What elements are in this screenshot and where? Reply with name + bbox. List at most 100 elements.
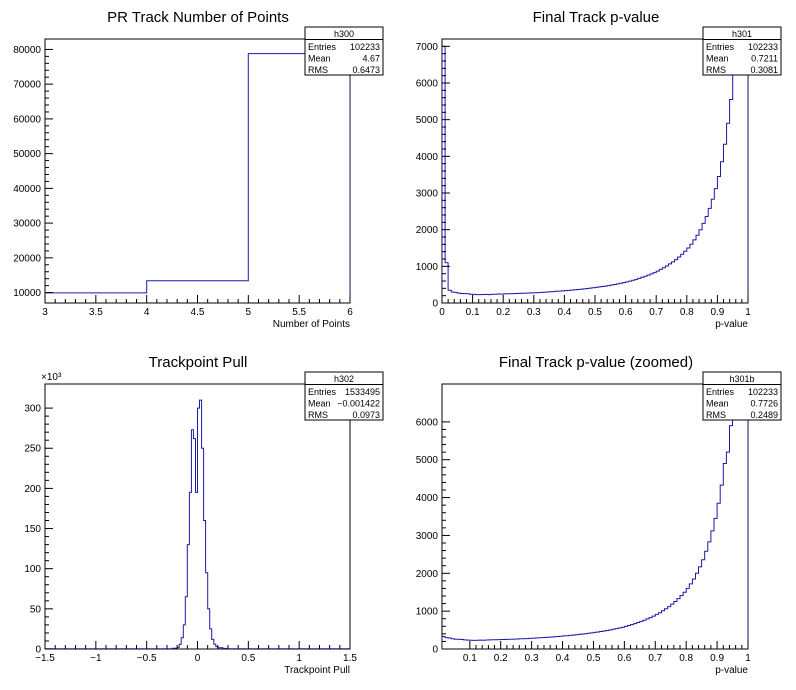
chart-1-stats-key: Mean: [308, 54, 331, 64]
chart-2-x-tick-label: 0.3: [527, 307, 541, 318]
chart-1-x-tick-label: 3: [42, 307, 48, 318]
chart-4-x-tick-label: 0.7: [648, 653, 662, 664]
chart-2-title: Final Track p-value: [533, 9, 660, 26]
chart-2-x-tick-label: 0.4: [557, 307, 571, 318]
chart-3-stats-value: 0.0973: [352, 410, 380, 420]
chart-2-x-tick-label: 0.7: [649, 307, 663, 318]
chart-4-x-axis-label: p-value: [715, 665, 748, 676]
chart-1-x-tick-label: 4.5: [191, 307, 205, 318]
chart-2-panel: Final Track p-value 0 0.1 0.2 0.3 0.4 0.5 0.6 0.…: [416, 9, 782, 330]
chart-1-stats-key: RMS: [308, 65, 328, 75]
chart-1-stats-name: h300: [334, 29, 354, 39]
chart-2-x-tick-label: 0: [439, 307, 445, 318]
chart-2-stats-name: h301: [732, 29, 752, 39]
chart-3-y-tick-label: 200: [24, 484, 41, 495]
chart-2-y-tick-label: 4000: [416, 152, 439, 163]
chart-2-stats-box: [702, 26, 782, 76]
chart-4-stats-value: 102233: [748, 387, 778, 397]
chart-3-x-tick-label: −1: [90, 653, 102, 664]
chart-4-stats-box: [702, 371, 782, 421]
chart-4-x-tick-label: 0.9: [710, 653, 724, 664]
chart-4-y-tick-label: 6000: [416, 417, 439, 428]
chart-1-y-tick-label: 10000: [13, 288, 41, 299]
chart-2-y-tick-label: 3000: [416, 189, 439, 200]
chart-2-y-tick-label: 7000: [416, 42, 439, 53]
chart-2-x-tick-label: 0.2: [496, 307, 510, 318]
chart-1-x-tick-label: 5.5: [292, 307, 306, 318]
chart-4-x-tick-label: 0.2: [494, 653, 508, 664]
chart-3-stats-name: h302: [334, 374, 354, 384]
chart-2-stats-key: RMS: [706, 65, 726, 75]
chart-1-stats-value: 102233: [350, 42, 380, 52]
chart-2-x-tick-label: 0.1: [466, 307, 480, 318]
chart-3-y-tick-label: 300: [24, 404, 41, 415]
chart-2-x-tick-label: 0.8: [680, 307, 694, 318]
chart-4-histogram-line: [442, 384, 748, 649]
chart-3-stats-box: [304, 371, 384, 421]
chart-2-y-tick-label: 5000: [416, 115, 439, 126]
chart-1-stats-key: Entries: [308, 42, 337, 52]
chart-4-y-tick-label: 4000: [416, 493, 439, 504]
chart-2-y-tick-label: 6000: [416, 79, 439, 90]
chart-3-panel: Trackpoint Pull −1.5 −1 −0.5 0 0.5 1 1.5 0 50 100 1…: [24, 354, 384, 676]
chart-3-x-tick-label: 0: [195, 653, 201, 664]
chart-3-stats-key: Entries: [308, 387, 337, 397]
chart-2-y-tick-label: 2000: [416, 225, 439, 236]
chart-4-y-tick-label: 3000: [416, 531, 439, 542]
chart-1-x-tick-label: 3.5: [89, 307, 103, 318]
chart-3-stats-value: 1533495: [345, 387, 380, 397]
chart-1-y-tick-label: 50000: [13, 149, 41, 160]
chart-4-x-tick-label: 0.5: [587, 653, 601, 664]
chart-4-y-tick-label: 0: [432, 645, 438, 656]
chart-2-x-axis-label: p-value: [715, 319, 748, 330]
chart-4-x-tick-label: 0.8: [679, 653, 693, 664]
chart-3-x-tick-label: 1.5: [343, 653, 357, 664]
chart-2-x-tick-label: 0.6: [619, 307, 633, 318]
chart-4-y-tick-label: 2000: [416, 569, 439, 580]
chart-3-x-tick-label: −1.5: [35, 653, 55, 664]
chart-1-x-axis-label: Number of Points: [273, 319, 350, 330]
chart-4-stats-key: RMS: [706, 410, 726, 420]
chart-2-y-tick-label: 1000: [416, 262, 439, 273]
chart-2-x-tick-label: 0.5: [588, 307, 602, 318]
chart-2-stats-value: 102233: [748, 42, 778, 52]
chart-4-y-tick-label: 5000: [416, 455, 439, 466]
chart-3-y-tick-label: 250: [24, 444, 41, 455]
chart-1-y-tick-label: 60000: [13, 114, 41, 125]
chart-3-x-tick-label: −0.5: [137, 653, 157, 664]
chart-3-histogram-line: [45, 399, 350, 649]
chart-1-x-tick-label: 6: [347, 307, 353, 318]
chart-4-stats-value: 0.2489: [750, 410, 778, 420]
chart-4-stats-value: 0.7726: [750, 399, 778, 409]
chart-1-y-tick-label: 20000: [13, 253, 41, 264]
chart-1-title: PR Track Number of Points: [107, 9, 289, 26]
chart-4-stats-key: Entries: [706, 387, 735, 397]
chart-1-y-tick-label: 80000: [13, 45, 41, 56]
chart-3-y-tick-label: 0: [35, 645, 41, 656]
chart-3-y-tick-label: 100: [24, 564, 41, 575]
chart-3-stats-key: Mean: [308, 399, 331, 409]
chart-4-y-tick-label: 1000: [416, 607, 439, 618]
chart-4-x-tick-label: 1: [745, 653, 751, 664]
chart-2-x-tick-label: 0.9: [710, 307, 724, 318]
chart-1-stats-value: 4.67: [362, 54, 380, 64]
chart-3-y-tick-label: 150: [24, 524, 41, 535]
chart-3-title: Trackpoint Pull: [149, 354, 248, 371]
chart-1-x-tick-label: 4: [144, 307, 150, 318]
chart-1-y-tick-label: 70000: [13, 80, 41, 91]
chart-3-x-tick-label: 0.5: [241, 653, 255, 664]
chart-2-histogram-line: [442, 39, 748, 303]
chart-1-x-tick-label: 5: [246, 307, 252, 318]
chart-4-stats-name: h301b: [729, 374, 754, 384]
chart-3-x-tick-label: 1: [296, 653, 302, 664]
chart-3-y-multiplier: ×10³: [41, 372, 62, 383]
chart-1-panel: PR Track Number of Points 3 3.5 4 4.5 5 5.5 6 10…: [13, 9, 384, 330]
chart-1-stats-value: 0.6473: [352, 65, 380, 75]
chart-1-y-tick-label: 40000: [13, 184, 41, 195]
chart-4-x-tick-label: 0.6: [617, 653, 631, 664]
chart-2-stats-key: Mean: [706, 54, 729, 64]
chart-4-stats-key: Mean: [706, 399, 729, 409]
chart-2-stats-key: Entries: [706, 42, 735, 52]
chart-3-stats-key: RMS: [308, 410, 328, 420]
